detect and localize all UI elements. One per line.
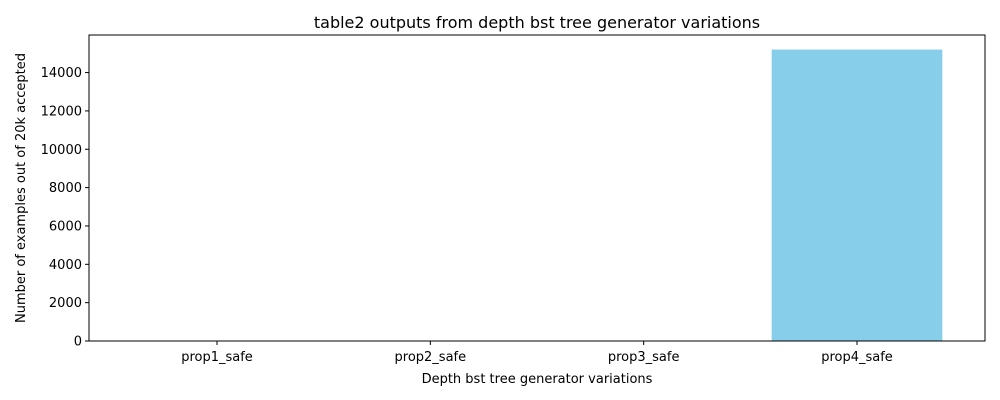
plot-area-frame [88, 34, 986, 342]
x-axis-label: Depth bst tree generator variations [422, 372, 653, 387]
bars-layer [771, 49, 943, 341]
x-axis-ticks: prop1_safe prop2_safe prop3_safe prop4_safe [181, 341, 893, 365]
y-tick-label: 8000 [49, 181, 82, 196]
chart-title: table2 outputs from depth bst tree gener… [314, 13, 760, 32]
x-tick-label: prop1_safe [181, 350, 253, 365]
y-tick-label: 14000 [41, 66, 82, 81]
x-tick-label: prop2_safe [395, 350, 467, 365]
x-tick-label: prop3_safe [608, 350, 680, 365]
y-tick-label: 12000 [41, 104, 82, 119]
y-tick-label: 0 [74, 335, 82, 350]
x-tick-label: prop4_safe [821, 350, 893, 365]
y-tick-label: 2000 [49, 296, 82, 311]
y-tick-label: 6000 [49, 219, 82, 234]
y-axis-label: Number of examples out of 20k accepted [14, 53, 29, 323]
y-tick-label: 4000 [49, 258, 82, 273]
y-tick-label: 10000 [41, 143, 82, 158]
bar-prop4_safe [771, 49, 943, 341]
y-axis-ticks: 0 2000 4000 6000 8000 10000 12000 14000 [41, 66, 89, 350]
